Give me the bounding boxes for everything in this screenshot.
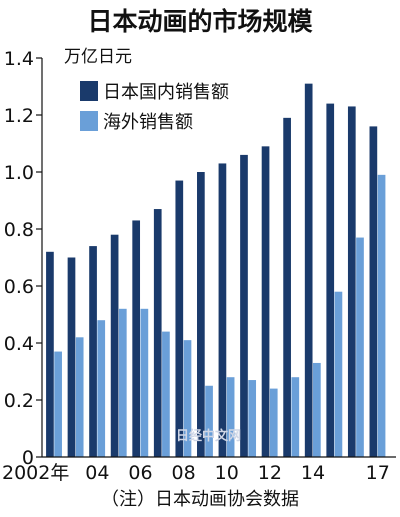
bar-overseas-2010	[226, 377, 235, 457]
unit-label: 万亿日元	[64, 47, 132, 67]
x-tick-label: 17	[366, 462, 390, 484]
bar-overseas-2014	[313, 362, 321, 457]
bar-overseas-2009	[205, 385, 213, 457]
bar-domestic-2006	[132, 220, 141, 457]
y-tick-label: 1.0	[4, 162, 34, 184]
x-tick-label: 12	[258, 462, 282, 484]
x-tick-label: 06	[128, 462, 152, 484]
bar-domestic-2014	[304, 83, 313, 458]
y-tick-label: 0.8	[4, 219, 34, 241]
y-tick-label: 0.6	[4, 276, 34, 298]
legend-swatch	[80, 81, 98, 101]
bar-overseas-2016	[356, 237, 364, 457]
bar-domestic-2010	[218, 163, 227, 457]
bar-overseas-2005	[118, 308, 127, 457]
x-tick-label: 08	[172, 462, 196, 484]
bar-overseas-2003	[75, 337, 84, 457]
x-tick-label: 14	[301, 462, 325, 484]
chart-title: 日本动画的市场规模	[87, 7, 313, 36]
bar-overseas-2006	[140, 308, 149, 457]
x-tick-label: 10	[215, 462, 239, 484]
bar-domestic-2016	[347, 106, 356, 457]
bar-overseas-2013	[291, 377, 300, 457]
bars	[46, 83, 386, 458]
y-axis: 0 0.2 0.4 0.6 0.8 1.0 1.2 1.4	[4, 48, 43, 469]
legend-label: 日本国内销售额	[103, 82, 229, 103]
bar-domestic-2007	[153, 209, 162, 457]
x-tick-label: 2002年	[2, 462, 69, 484]
bar-domestic-2015	[326, 103, 335, 457]
y-tick-label: 0.2	[4, 390, 34, 412]
bar-overseas-2002	[54, 351, 62, 457]
bar-domestic-2017	[369, 126, 378, 458]
bar-overseas-2012	[269, 388, 278, 457]
legend-label: 海外销售额	[103, 112, 193, 133]
y-tick-label: 1.2	[4, 105, 34, 127]
bar-domestic-2011	[240, 154, 248, 457]
bar-domestic-2013	[283, 117, 291, 457]
bar-overseas-2015	[334, 291, 343, 457]
bar-domestic-2012	[261, 146, 270, 457]
bar-domestic-2009	[197, 172, 205, 457]
y-tick-label: 1.4	[4, 48, 34, 70]
x-tick-label: 04	[85, 462, 109, 484]
bar-domestic-2003	[67, 257, 76, 457]
source-note: （注）日本动画协会数据	[101, 489, 299, 510]
y-tick-label: 0	[22, 447, 34, 469]
y-tick-label: 0.4	[4, 333, 34, 355]
bar-overseas-2007	[162, 331, 170, 457]
bar-domestic-2002	[46, 251, 54, 457]
bar-domestic-2008	[175, 180, 184, 458]
bar-domestic-2005	[110, 234, 119, 457]
watermark-text: 日经中文网	[176, 428, 241, 444]
bar-overseas-2017	[377, 174, 386, 457]
x-axis: 2002年 04 06 08 10 12 14 17	[2, 456, 396, 484]
legend-swatch	[80, 111, 98, 131]
bar-overseas-2008	[183, 340, 192, 457]
bar-overseas-2004	[97, 320, 106, 457]
bar-overseas-2011	[248, 380, 257, 457]
bar-domestic-2004	[89, 246, 97, 457]
